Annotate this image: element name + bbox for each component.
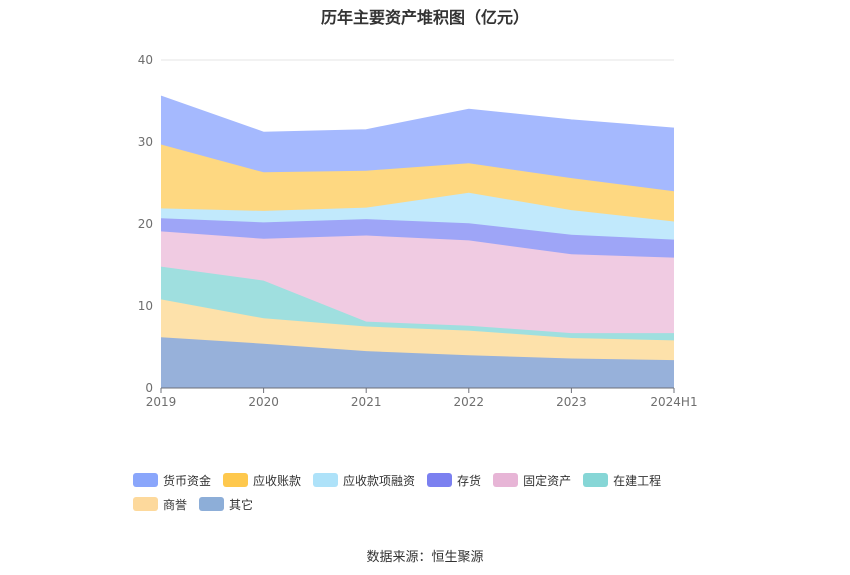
x-tick-label: 2020 xyxy=(248,395,279,409)
area-series xyxy=(160,95,675,388)
y-tick-label: 40 xyxy=(138,53,153,67)
legend-label: 存货 xyxy=(457,473,482,488)
area-edge-7 xyxy=(160,95,675,133)
legend-label: 其它 xyxy=(229,497,254,512)
legend-label: 固定资产 xyxy=(523,473,572,488)
tick-labels: 0 10 20 30 40 2019 2020 2021 2022 2023 2024H1 xyxy=(138,53,698,409)
area-7 xyxy=(161,96,674,192)
legend-label: 在建工程 xyxy=(613,473,662,488)
legend-item[interactable]: 应收款项融资 xyxy=(313,472,415,488)
area-5 xyxy=(161,192,674,240)
legend-swatch xyxy=(133,473,158,487)
y-tick-label: 30 xyxy=(138,135,153,149)
legend-label: 货币资金 xyxy=(163,473,212,488)
legend: 货币资金 应收账款 应收款项融资 存货 固定资产 在建工程商誉 其它 xyxy=(133,472,733,520)
legend-label: 应收账款 xyxy=(253,473,302,488)
legend-item[interactable]: 在建工程 xyxy=(583,472,661,488)
legend-swatch xyxy=(427,473,453,487)
area-3 xyxy=(161,231,674,334)
legend-swatch xyxy=(583,473,609,487)
legend-swatch xyxy=(199,497,225,511)
legend-swatch xyxy=(313,473,339,487)
chart-title: 历年主要资产堆积图（亿元） xyxy=(320,8,529,27)
legend-swatch xyxy=(223,473,249,487)
y-tick-label: 20 xyxy=(138,217,153,231)
x-tick-label: 2023 xyxy=(556,395,587,409)
legend-label: 应收款项融资 xyxy=(343,473,416,488)
x-tick-label: 2024H1 xyxy=(650,395,697,409)
legend-swatch xyxy=(133,497,158,511)
x-tick-label: 2019 xyxy=(146,395,177,409)
legend-item[interactable]: 应收账款 xyxy=(223,472,301,488)
x-tick-label: 2022 xyxy=(454,395,485,409)
y-tick-label: 0 xyxy=(145,381,153,395)
legend-item[interactable]: 存货 xyxy=(427,472,481,488)
legend-item[interactable]: 其它 xyxy=(199,496,253,512)
area-4 xyxy=(161,218,674,258)
legend-item[interactable]: 商誉 xyxy=(133,496,187,512)
area-6 xyxy=(161,144,674,222)
y-tick-label: 10 xyxy=(138,299,153,313)
area-0 xyxy=(161,337,674,388)
legend-item[interactable]: 货币资金 xyxy=(133,472,211,488)
source-note: 数据来源：恒生聚源 xyxy=(366,550,484,565)
legend-swatch xyxy=(493,473,519,487)
legend-label: 商誉 xyxy=(163,497,188,512)
x-tick-label: 2021 xyxy=(351,395,382,409)
area-1 xyxy=(161,299,674,361)
legend-item[interactable]: 固定资产 xyxy=(493,472,571,488)
axes xyxy=(160,387,675,393)
